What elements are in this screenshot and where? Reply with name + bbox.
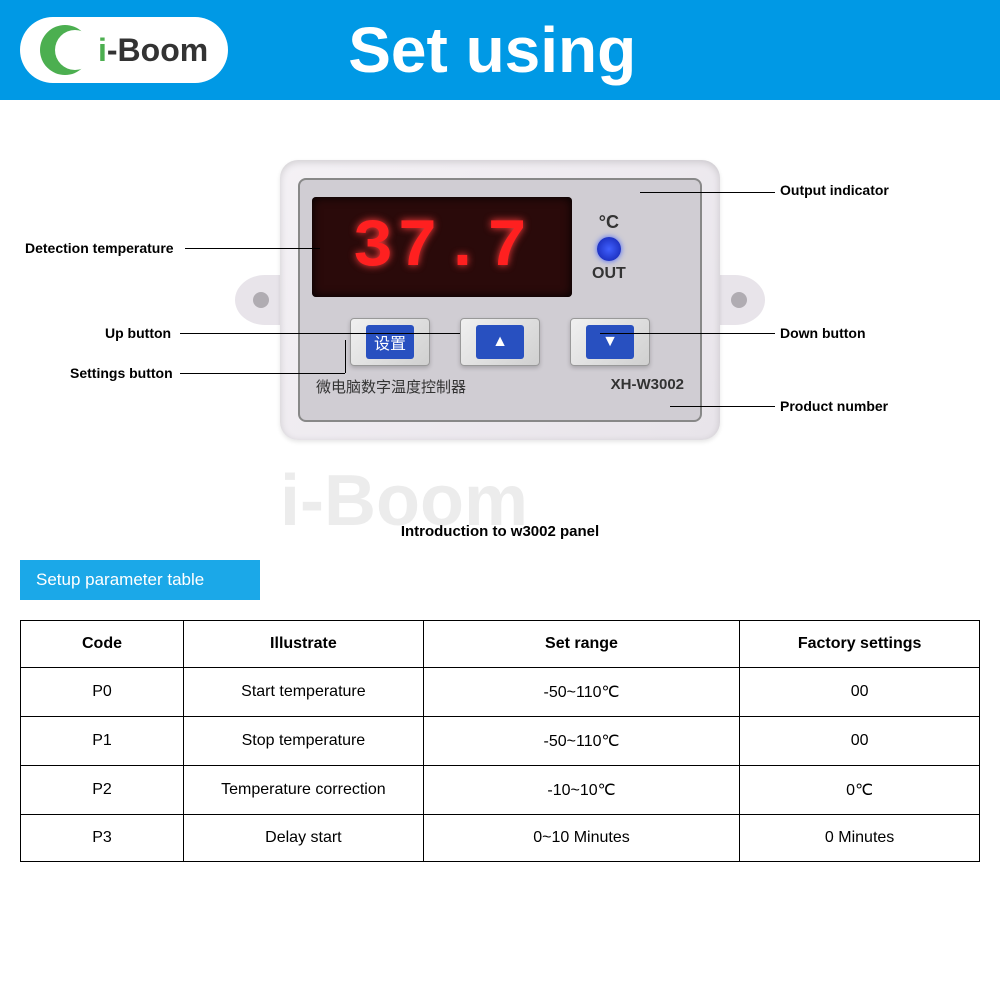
out-section: °C OUT [592, 212, 626, 283]
anno-line [185, 248, 320, 249]
anno-line [600, 333, 775, 334]
table-cell: P0 [21, 668, 184, 717]
table-cell: Delay start [184, 815, 424, 862]
output-indicator-led [597, 237, 621, 261]
table-cell: P3 [21, 815, 184, 862]
celsius-label: °C [592, 212, 626, 233]
anno-line [345, 340, 346, 373]
table-cell: 00 [740, 668, 980, 717]
table-cell: Stop temperature [184, 717, 424, 766]
up-arrow-icon: ▲ [476, 325, 524, 359]
device-panel: 37.7 °C OUT 设置 ▲ ▼ [298, 178, 702, 422]
table-cell: -10~10℃ [423, 766, 739, 815]
settings-button[interactable]: 设置 [350, 318, 430, 366]
table-section: Setup parameter table Code Illustrate Se… [0, 560, 1000, 862]
parameter-table: Code Illustrate Set range Factory settin… [20, 620, 980, 862]
out-label: OUT [592, 265, 626, 283]
anno-line [670, 406, 775, 407]
anno-line [640, 192, 775, 193]
table-cell: -50~110℃ [423, 668, 739, 717]
temperature-value: 37.7 [352, 209, 531, 286]
display-row: 37.7 °C OUT [312, 192, 688, 302]
page-title: Set using [348, 13, 636, 87]
table-section-title: Setup parameter table [20, 560, 260, 600]
header-bar: i-Boom Set using [0, 0, 1000, 100]
anno-product-number: Product number [780, 398, 888, 414]
product-row: 微电脑数字温度控制器 XH-W3002 [312, 376, 688, 397]
logo: i-Boom [20, 17, 228, 83]
down-button[interactable]: ▼ [570, 318, 650, 366]
table-cell: 0 Minutes [740, 815, 980, 862]
table-cell: P1 [21, 717, 184, 766]
anno-down-button: Down button [780, 325, 866, 341]
anno-output-indicator: Output indicator [780, 182, 889, 198]
diagram-caption: Introduction to w3002 panel [0, 523, 1000, 540]
table-cell: P2 [21, 766, 184, 815]
table-header-row: Code Illustrate Set range Factory settin… [21, 621, 980, 668]
anno-detection-temp: Detection temperature [25, 240, 174, 256]
table-cell: 00 [740, 717, 980, 766]
table-cell: 0℃ [740, 766, 980, 815]
anno-settings-button: Settings button [70, 365, 173, 381]
device: 37.7 °C OUT 设置 ▲ ▼ [280, 160, 720, 440]
settings-button-label: 设置 [366, 325, 414, 359]
logo-prefix: i [98, 32, 107, 68]
table-header-cell: Factory settings [740, 621, 980, 668]
up-button[interactable]: ▲ [460, 318, 540, 366]
table-header-cell: Illustrate [184, 621, 424, 668]
logo-crescent-icon [40, 25, 90, 75]
anno-line [180, 333, 460, 334]
led-display: 37.7 [312, 197, 572, 297]
device-body: 37.7 °C OUT 设置 ▲ ▼ [280, 160, 720, 440]
table-cell: Start temperature [184, 668, 424, 717]
table-header-cell: Code [21, 621, 184, 668]
table-cell: 0~10 Minutes [423, 815, 739, 862]
logo-suffix: -Boom [107, 32, 208, 68]
table-cell: -50~110℃ [423, 717, 739, 766]
anno-line [180, 373, 345, 374]
diagram-area: 37.7 °C OUT 设置 ▲ ▼ [0, 100, 1000, 560]
table-row: P3Delay start0~10 Minutes0 Minutes [21, 815, 980, 862]
table-cell: Temperature correction [184, 766, 424, 815]
table-row: P1Stop temperature-50~110℃00 [21, 717, 980, 766]
logo-text: i-Boom [98, 32, 208, 69]
table-header-cell: Set range [423, 621, 739, 668]
button-row: 设置 ▲ ▼ [312, 318, 688, 366]
down-arrow-icon: ▼ [586, 325, 634, 359]
chinese-label: 微电脑数字温度控制器 [316, 376, 466, 397]
anno-up-button: Up button [105, 325, 171, 341]
product-number: XH-W3002 [611, 376, 684, 397]
table-row: P0Start temperature-50~110℃00 [21, 668, 980, 717]
table-row: P2Temperature correction-10~10℃0℃ [21, 766, 980, 815]
